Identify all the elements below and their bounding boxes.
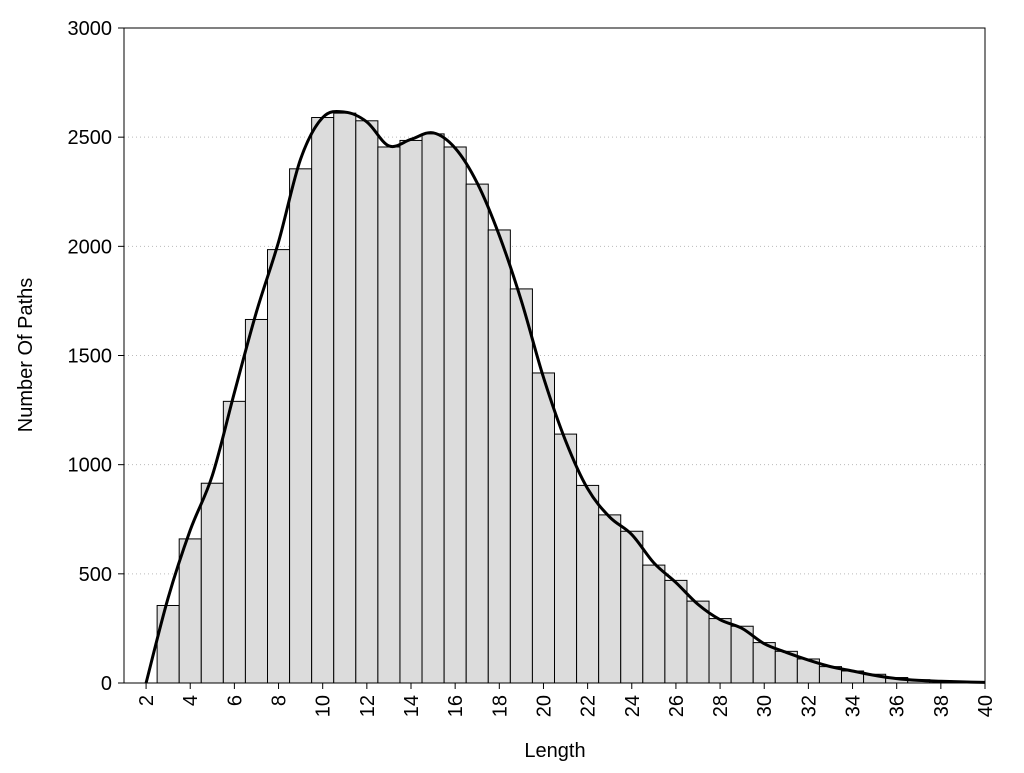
y-axis-label: Number Of Paths (15, 278, 37, 433)
x-tick-label: 2 (136, 695, 158, 706)
plot-frame (123, 27, 986, 684)
x-tick-label: 16 (445, 695, 467, 717)
bar (598, 514, 622, 684)
x-tick-label: 28 (710, 695, 732, 717)
bar (377, 146, 401, 684)
bar (708, 618, 732, 684)
y-tick-label: 1500 (68, 346, 113, 368)
bar (531, 372, 556, 684)
bar (421, 133, 445, 684)
x-tick-label: 6 (224, 695, 246, 706)
x-axis-label: Length (524, 740, 585, 762)
x-tick-label: 14 (401, 695, 423, 717)
y-tick-label: 0 (101, 673, 112, 695)
bar (200, 482, 224, 684)
bar (222, 400, 246, 684)
x-tick-label: 40 (975, 695, 997, 717)
x-tick-label: 30 (754, 695, 776, 717)
bar (333, 112, 357, 684)
bar (465, 183, 489, 684)
y-tick-label: 3000 (68, 18, 113, 40)
x-tick-label: 18 (489, 695, 511, 717)
x-tick-label: 22 (578, 695, 600, 717)
bar (620, 530, 644, 684)
x-tick-label: 34 (843, 695, 865, 717)
bar (576, 484, 600, 684)
x-tick-label: 12 (357, 695, 379, 717)
bar (664, 579, 688, 684)
x-tick-label: 32 (798, 695, 820, 717)
x-tick-label: 8 (269, 695, 291, 706)
bar (487, 229, 511, 684)
bar (686, 600, 710, 684)
bar (642, 564, 666, 684)
x-tick-label: 26 (666, 695, 688, 717)
y-tick-label: 2500 (68, 127, 113, 149)
x-tick-label: 24 (622, 695, 644, 717)
y-tick-label: 2000 (68, 236, 113, 258)
bar (267, 249, 291, 684)
x-tick-label: 10 (313, 695, 335, 717)
bar (355, 120, 379, 684)
density-curve (144, 109, 986, 684)
bar (509, 288, 533, 684)
x-tick-label: 38 (931, 695, 953, 717)
bar (443, 146, 467, 684)
bar (156, 604, 180, 684)
bar (244, 318, 269, 684)
x-tick-label: 4 (180, 695, 202, 706)
bar (178, 538, 202, 684)
bar (311, 117, 335, 684)
bar (554, 433, 578, 684)
y-tick-label: 500 (79, 564, 112, 586)
x-tick-label: 36 (887, 695, 909, 717)
bar (289, 168, 313, 684)
bar (399, 139, 423, 684)
y-tick-label: 1000 (68, 455, 113, 477)
x-tick-label: 20 (533, 695, 555, 717)
